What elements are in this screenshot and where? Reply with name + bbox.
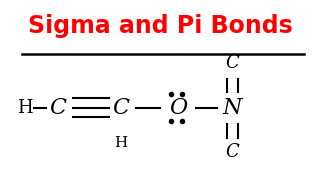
Text: H: H (17, 99, 33, 117)
Text: O: O (169, 97, 187, 119)
Text: C: C (49, 97, 66, 119)
Text: C: C (225, 143, 239, 161)
Text: N: N (222, 97, 242, 119)
Text: C: C (112, 97, 129, 119)
Text: Sigma and Pi Bonds: Sigma and Pi Bonds (28, 14, 292, 38)
Text: H: H (114, 136, 128, 150)
Text: C: C (225, 54, 239, 72)
